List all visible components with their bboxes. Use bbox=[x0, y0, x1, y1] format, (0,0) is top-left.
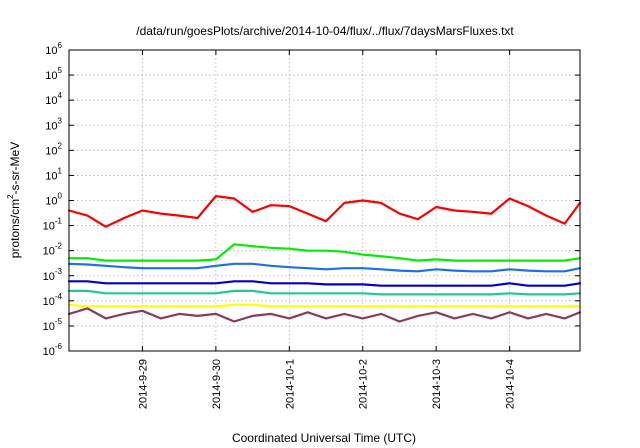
y-tick-base: 10 bbox=[45, 145, 57, 157]
x-axis-label: Coordinated Universal Time (UTC) bbox=[232, 431, 416, 445]
y-tick-label: 10-6 bbox=[43, 342, 63, 358]
y-tick-exponent: 4 bbox=[58, 91, 63, 100]
y-tick-base: 10 bbox=[43, 346, 55, 358]
y-tick-exponent: -6 bbox=[55, 342, 63, 351]
y-tick-label: 10-5 bbox=[43, 317, 63, 333]
y-tick-label: 105 bbox=[45, 66, 62, 82]
x-tick-label: 2014-10-4 bbox=[505, 359, 517, 409]
y-tick-label: 104 bbox=[45, 91, 62, 107]
y-tick-exponent: 3 bbox=[58, 116, 63, 125]
chart-title: /data/run/goesPlots/archive/2014-10-04/f… bbox=[136, 24, 514, 38]
y-tick-base: 10 bbox=[45, 170, 57, 182]
y-axis-label: protons/cm2-s-sr-MeV bbox=[6, 142, 22, 258]
series-line-1 bbox=[67, 195, 582, 228]
y-tick-base: 10 bbox=[43, 221, 55, 233]
y-tick-base: 10 bbox=[43, 321, 55, 333]
y-tick-base: 10 bbox=[45, 45, 57, 57]
y-tick-label: 10-4 bbox=[43, 292, 63, 308]
grid-lines bbox=[69, 50, 580, 351]
y-axis-label-b: -s-sr-MeV bbox=[8, 142, 22, 195]
x-tick-label: 2014-10-3 bbox=[431, 359, 443, 409]
y-tick-exponent: 1 bbox=[58, 166, 63, 175]
y-tick-label: 106 bbox=[45, 41, 62, 57]
y-tick-exponent: 5 bbox=[58, 66, 63, 75]
x-tick-label: 2014-10-2 bbox=[358, 359, 370, 409]
y-tick-base: 10 bbox=[45, 120, 57, 132]
y-tick-label: 10-3 bbox=[43, 267, 63, 283]
y-tick-exponent: 0 bbox=[58, 192, 63, 201]
y-tick-exponent: -1 bbox=[55, 217, 63, 226]
series-line-4 bbox=[67, 280, 582, 287]
y-tick-base: 10 bbox=[45, 196, 57, 208]
y-tick-label: 10-2 bbox=[43, 242, 63, 258]
y-axis-label-a: protons/cm bbox=[8, 199, 22, 258]
y-tick-exponent: -4 bbox=[55, 292, 63, 301]
y-tick-label: 102 bbox=[45, 141, 62, 157]
x-tick-label: 2014-9-30 bbox=[211, 359, 223, 409]
x-axis: 2014-9-29 2014-9-30 2014-10-1 2014-10-2 2014… bbox=[137, 50, 517, 409]
y-tick-exponent: -2 bbox=[55, 242, 63, 251]
x-tick-label: 2014-10-1 bbox=[284, 359, 296, 409]
y-axis: 10-610-510-410-310-210-11001011021031041… bbox=[43, 41, 580, 358]
series-line-6 bbox=[67, 303, 582, 308]
y-axis-label-sup: 2 bbox=[6, 194, 15, 199]
y-tick-base: 10 bbox=[43, 271, 55, 283]
y-tick-base: 10 bbox=[45, 70, 57, 82]
y-tick-label: 103 bbox=[45, 116, 62, 132]
y-tick-exponent: -5 bbox=[55, 317, 63, 326]
series-line-2 bbox=[67, 243, 582, 262]
y-tick-label: 10-1 bbox=[43, 217, 63, 233]
y-tick-base: 10 bbox=[43, 296, 55, 308]
y-tick-base: 10 bbox=[45, 95, 57, 107]
series-line-7 bbox=[67, 307, 582, 323]
y-tick-exponent: -3 bbox=[55, 267, 63, 276]
y-tick-base: 10 bbox=[43, 246, 55, 258]
series-line-3 bbox=[67, 262, 582, 273]
x-tick-label: 2014-9-29 bbox=[137, 359, 149, 409]
y-tick-label: 101 bbox=[45, 166, 62, 182]
series-lines bbox=[67, 195, 582, 323]
y-tick-exponent: 2 bbox=[58, 141, 63, 150]
series-line-5 bbox=[67, 289, 582, 296]
y-tick-exponent: 6 bbox=[58, 41, 63, 50]
y-tick-label: 100 bbox=[45, 192, 62, 208]
